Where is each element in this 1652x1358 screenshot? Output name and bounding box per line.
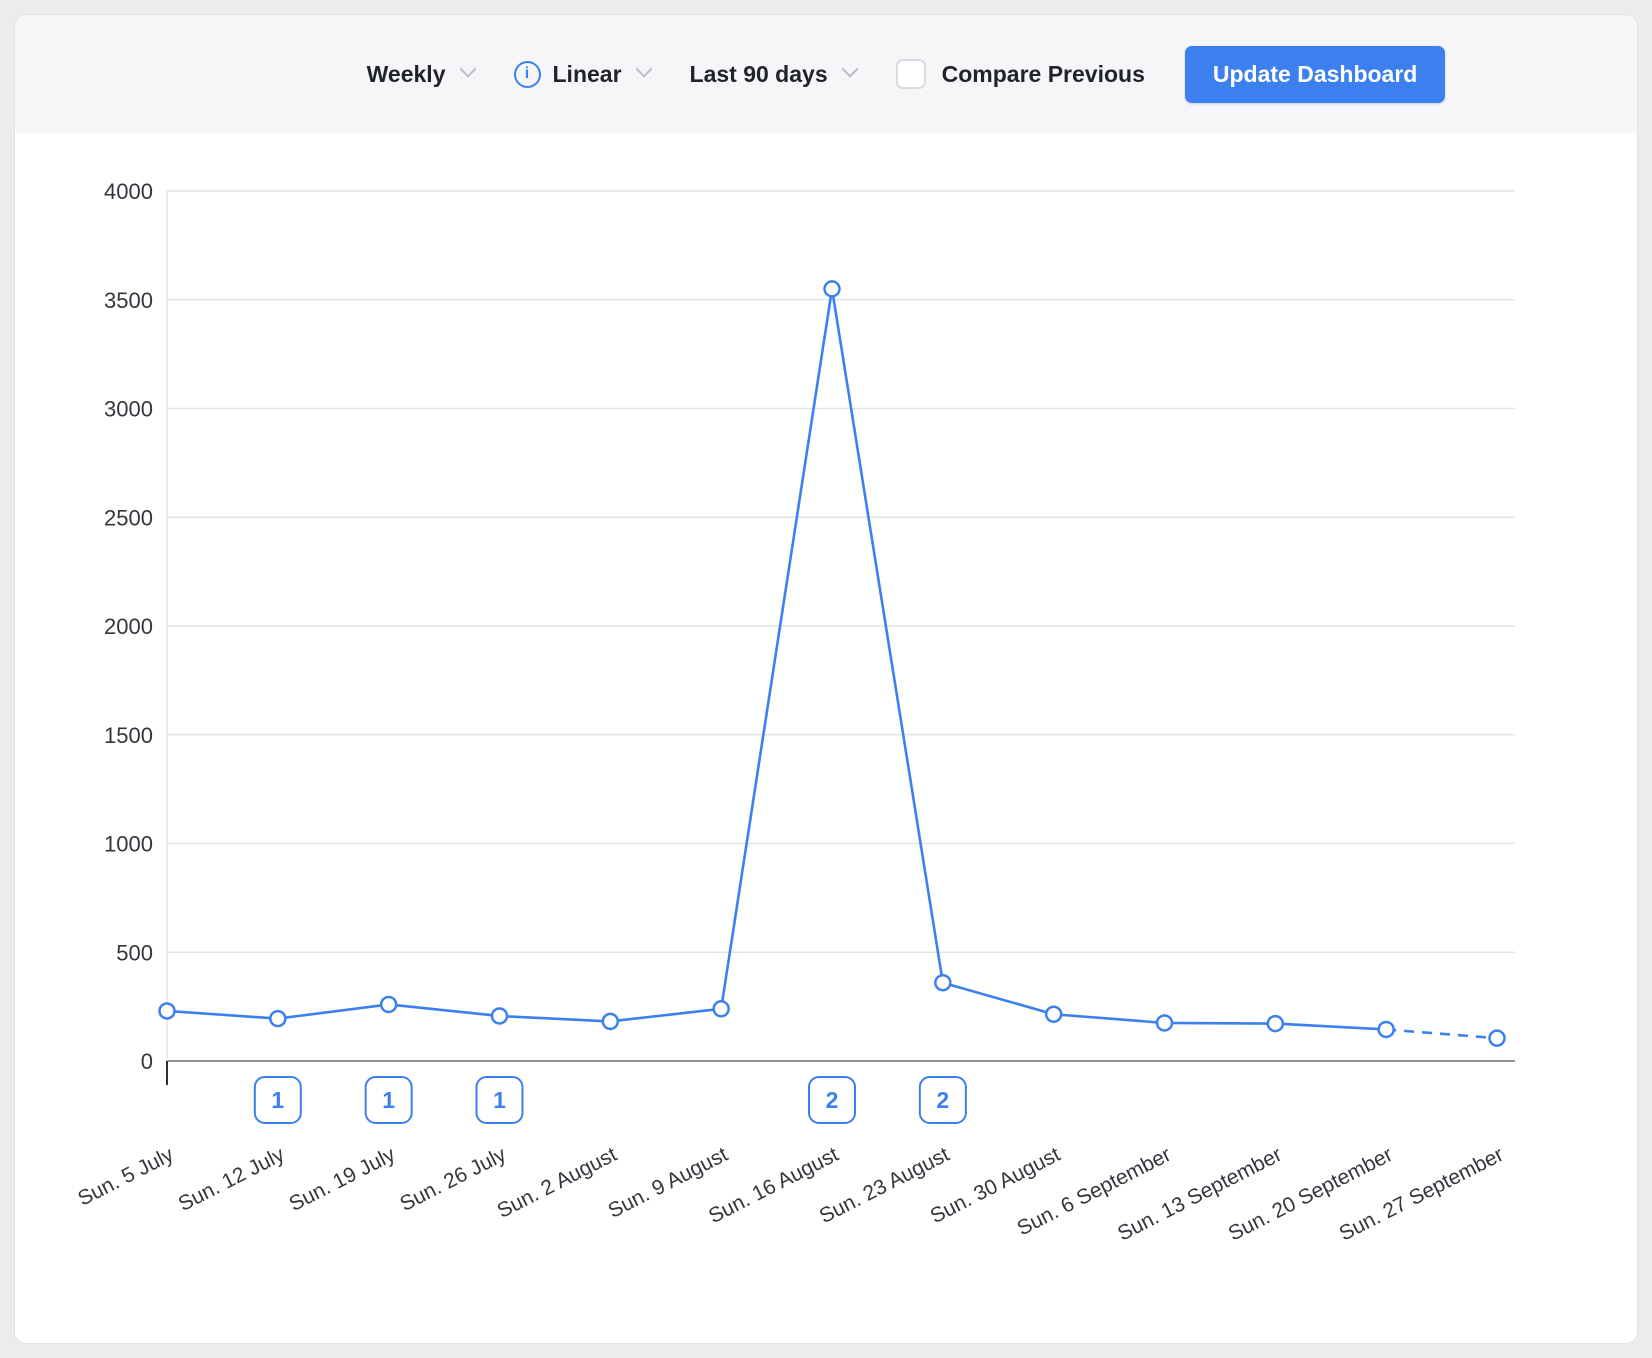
chevron-down-icon: [635, 60, 653, 78]
period-dropdown[interactable]: Weekly: [366, 60, 476, 88]
chart-card: Weekly i Linear Last 90 days Compare Pre…: [14, 14, 1638, 1344]
scale-dropdown-label: Linear: [552, 60, 622, 87]
y-axis-tick-label: 500: [116, 940, 153, 965]
annotation-badge[interactable]: [475, 1076, 524, 1124]
compare-previous-label: Compare Previous: [941, 60, 1145, 87]
chart-point[interactable]: [269, 1009, 287, 1028]
info-icon[interactable]: i: [513, 60, 541, 88]
chart-point[interactable]: [1155, 1014, 1174, 1032]
date-range-dropdown[interactable]: Last 90 days: [689, 60, 859, 88]
chevron-down-icon: [459, 60, 476, 78]
y-axis-tick-label: 3500: [104, 288, 153, 313]
scale-dropdown[interactable]: i Linear: [513, 60, 653, 88]
x-axis-label: Sun. 2 August: [494, 1143, 621, 1223]
chart-point[interactable]: [490, 1007, 509, 1025]
compare-previous-toggle[interactable]: Compare Previous: [895, 59, 1145, 89]
chart-point[interactable]: [601, 1012, 620, 1031]
compare-previous-checkbox[interactable]: [895, 59, 926, 89]
annotation-badge-label: 2: [936, 1087, 949, 1113]
chart-area: 0 500 1000 1500 2000 2500 3000 3500 4000 1 1 1 2 2 Sun…: [15, 133, 1637, 1343]
chart-point[interactable]: [1266, 1014, 1285, 1033]
y-axis-tick-label: 2000: [104, 614, 153, 639]
period-dropdown-label: Weekly: [366, 60, 446, 87]
chart-point[interactable]: [1377, 1020, 1395, 1039]
annotation-badge[interactable]: [918, 1076, 967, 1124]
chart-point[interactable]: [379, 995, 398, 1014]
y-axis-tick-label: 4000: [104, 179, 153, 204]
chart-point[interactable]: [1488, 1029, 1506, 1047]
chart-point[interactable]: [1044, 1005, 1063, 1023]
annotation-badge[interactable]: [364, 1076, 413, 1124]
x-axis-label: Sun. 12 July: [175, 1143, 289, 1216]
date-range-label: Last 90 days: [689, 60, 828, 87]
x-axis-label: Sun. 5 July: [74, 1143, 177, 1211]
line-chart: 0 500 1000 1500 2000 2500 3000 3500 4000 1 1 1 2 2 Sun…: [74, 179, 1515, 1246]
chart-point[interactable]: [712, 1000, 730, 1018]
chart-point[interactable]: [934, 973, 952, 992]
annotation-badge[interactable]: [253, 1076, 302, 1124]
annotation-badge[interactable]: [808, 1076, 856, 1124]
y-axis-tick-label: 3000: [104, 397, 153, 422]
y-axis-tick-label: 1500: [104, 723, 153, 748]
y-axis-tick-label: 0: [141, 1049, 153, 1074]
chart-line-projected: [1386, 1028, 1498, 1040]
annotation-badge-label: 2: [826, 1087, 839, 1113]
annotation-badge-label: 1: [382, 1087, 395, 1113]
y-axis-tick-label: 2500: [104, 505, 153, 530]
annotation-badge-label: 1: [493, 1087, 506, 1113]
chart-point[interactable]: [823, 280, 841, 298]
y-axis-tick-label: 1000: [104, 832, 153, 857]
chart-point[interactable]: [158, 1002, 176, 1020]
chart-toolbar: Weekly i Linear Last 90 days Compare Pre…: [15, 15, 1637, 133]
annotation-badge-label: 1: [271, 1087, 284, 1113]
chevron-down-icon: [841, 60, 859, 78]
chart-line: [166, 287, 1387, 1031]
update-dashboard-button[interactable]: Update Dashboard: [1184, 45, 1446, 103]
x-axis-label: Sun. 26 July: [396, 1143, 510, 1216]
x-axis-label: Sun. 19 July: [286, 1143, 400, 1216]
